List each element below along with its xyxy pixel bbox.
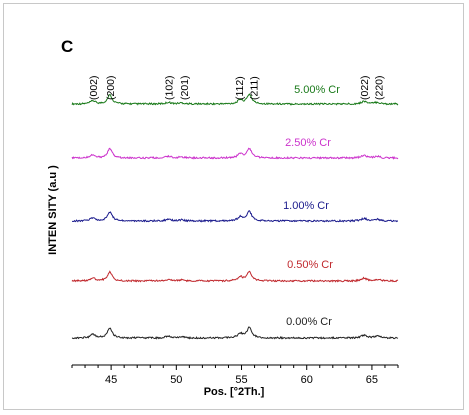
series-label: 5.00% Cr	[294, 84, 340, 96]
series-label: 0.50% Cr	[287, 259, 333, 271]
panel-letter: C	[61, 37, 73, 56]
peak-label: (112)	[234, 76, 246, 100]
series-line	[72, 148, 398, 158]
x-tick-label: 60	[301, 374, 313, 386]
series-line	[72, 211, 398, 222]
peak-label: (220)	[373, 75, 385, 100]
x-tick-label: 55	[235, 374, 247, 386]
peak-labels-group: (002) (200) (102) (201) (112) (211) (022) (220)	[88, 75, 386, 100]
x-tick-label: 45	[105, 374, 117, 386]
series-line	[72, 327, 398, 339]
series-label: 0.00% Cr	[286, 316, 332, 328]
peak-label: (201)	[179, 75, 191, 100]
y-axis-title: INTEN SITY (a.u )	[47, 165, 59, 255]
peak-label: (211)	[248, 76, 260, 100]
x-axis-title: Pos. [°2Th.]	[204, 386, 265, 398]
series-group: 5.00% Cr 2.50% Cr 1.00% Cr 0.50% Cr 0.00% Cr	[72, 84, 398, 339]
series-label: 1.00% Cr	[283, 200, 329, 212]
axis-group: 45 50 55 60 65	[72, 365, 398, 386]
peak-label: (200)	[105, 75, 117, 100]
x-tick-label: 50	[170, 374, 182, 386]
peak-label: (002)	[88, 75, 100, 100]
x-tick-label: 65	[366, 374, 378, 386]
series-label: 2.50% Cr	[285, 137, 331, 149]
peak-label: (022)	[359, 75, 371, 100]
series-line	[72, 271, 398, 281]
peak-label: (102)	[163, 75, 175, 100]
